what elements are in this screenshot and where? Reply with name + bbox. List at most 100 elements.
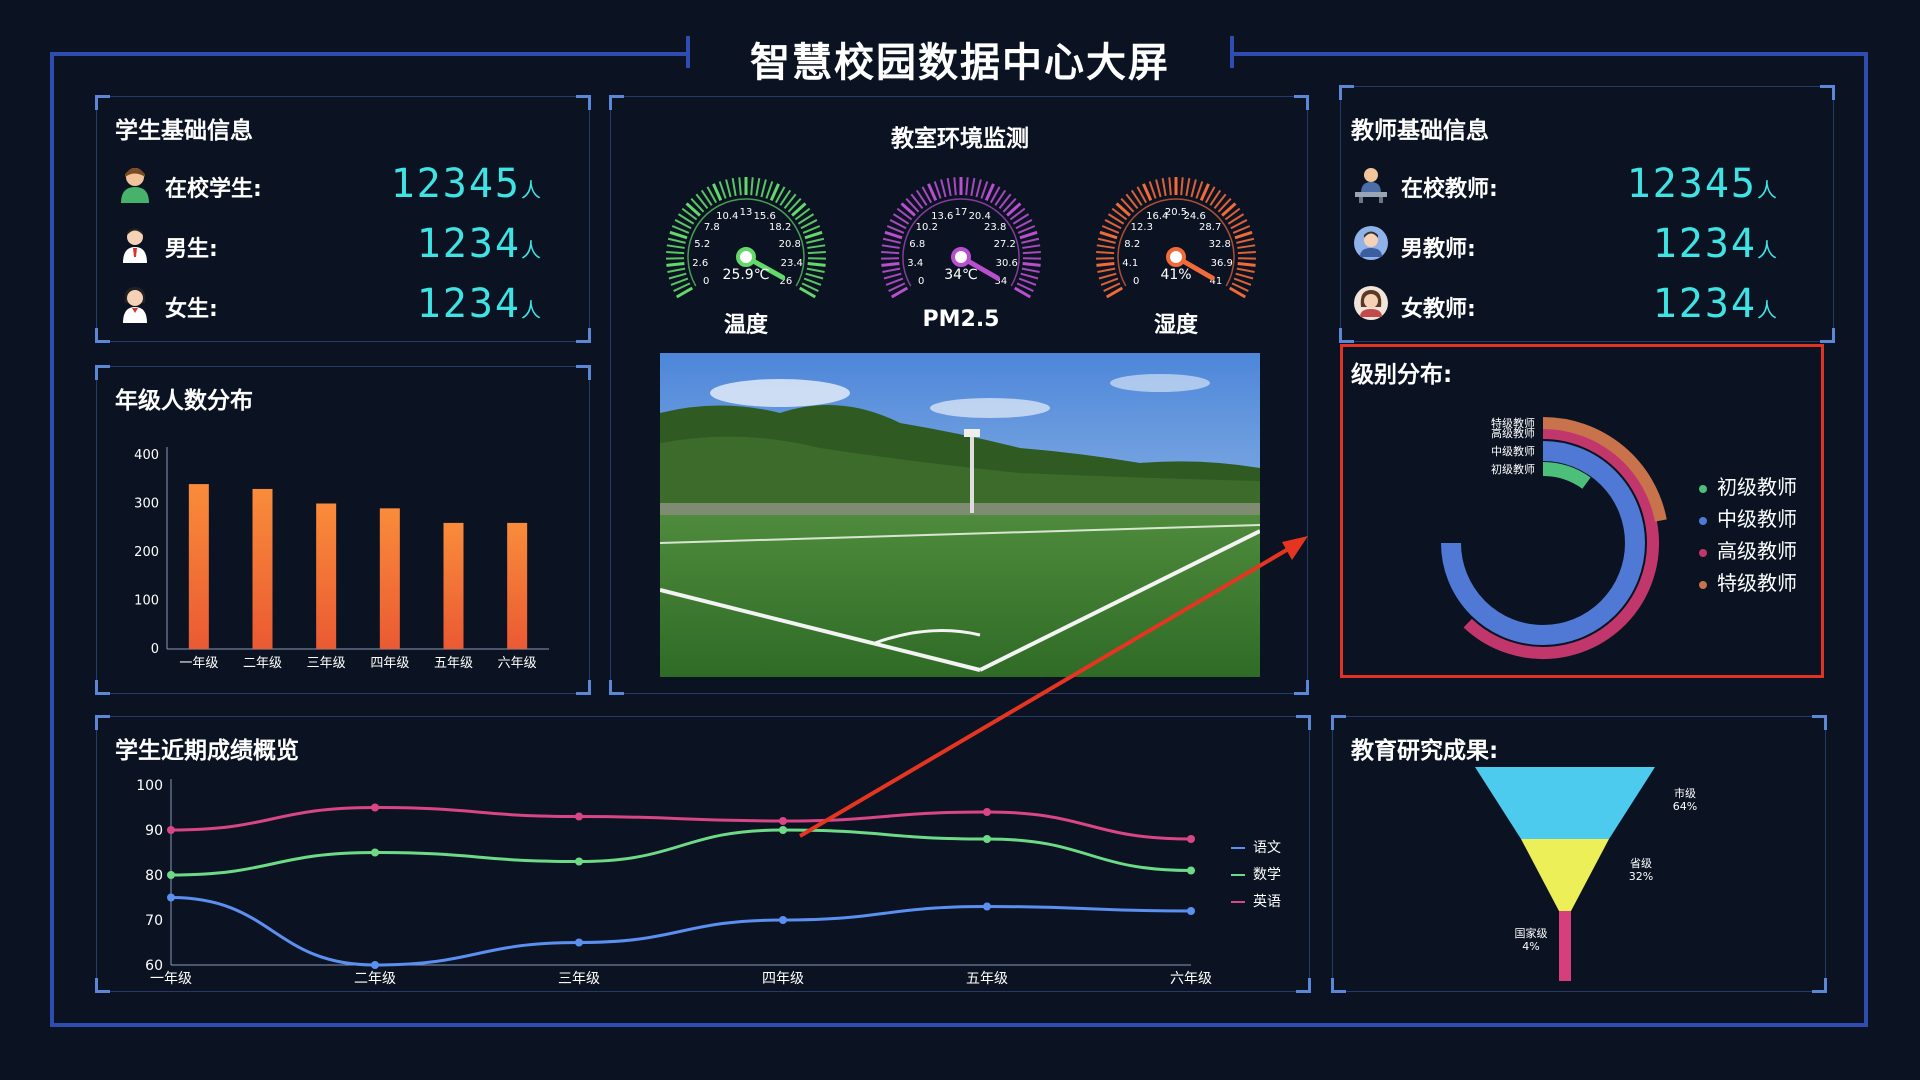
series-point — [575, 857, 583, 866]
series-point — [371, 961, 379, 969]
gauge-tick — [1237, 250, 1256, 255]
y-tick-label: 200 — [134, 545, 159, 560]
funnel-percent: 64% — [1673, 800, 1697, 813]
gauge-tick — [1105, 286, 1124, 299]
gauge-tick — [802, 225, 821, 234]
gauge-tick-label: 10.2 — [916, 222, 938, 233]
gauge-tick — [803, 277, 822, 286]
gauge-tick-label: 20.4 — [969, 211, 991, 222]
series-point — [779, 916, 787, 924]
radial-bar — [1542, 417, 1667, 522]
gauge-inner-arc — [687, 198, 805, 287]
info-label: 在校学生: — [165, 177, 262, 202]
gauge-tick — [1204, 186, 1216, 204]
gauge-tick — [1009, 207, 1026, 221]
student-info-title: 学生基础信息 — [115, 118, 253, 144]
y-tick-label: 100 — [136, 778, 163, 794]
gauge-tick — [984, 183, 995, 201]
gauge-tick — [927, 183, 938, 201]
gauge-tick — [882, 267, 901, 273]
legend-item: 中级教师 — [1699, 503, 1797, 532]
student-info-panel: 学生基础信息 在校学生: 12345人 男生: 1234人 女生: 1234人 — [95, 95, 591, 343]
bar — [316, 503, 337, 649]
gauge-tick — [666, 261, 685, 267]
gauge-tick — [1231, 282, 1249, 292]
y-tick-label: 70 — [145, 913, 163, 929]
gauge-tick — [760, 179, 767, 198]
gauge-tick — [712, 183, 723, 201]
gauge-tick-label: 13.6 — [931, 211, 953, 222]
series-point — [779, 826, 787, 834]
gauge-tick — [1022, 261, 1041, 267]
gauge-tick — [1097, 267, 1116, 273]
gauge-tick-label: 20.5 — [1165, 207, 1187, 218]
gauge-tick — [900, 202, 916, 217]
gauge-tick — [1199, 183, 1210, 201]
x-tick-label: 四年级 — [370, 656, 409, 671]
girl-icon — [117, 285, 153, 327]
gauge-tick — [806, 237, 825, 244]
title-mask — [689, 30, 1230, 90]
gauge-tick — [889, 219, 907, 230]
gauge-tick — [1022, 250, 1041, 255]
gauge-tick — [1021, 237, 1040, 244]
bar — [188, 484, 209, 649]
male-teacher-icon — [1353, 225, 1389, 265]
gauge-tick — [1006, 202, 1022, 217]
gauge-tick — [666, 250, 685, 255]
x-tick-label: 四年级 — [762, 971, 804, 987]
gauge-tick — [1142, 183, 1153, 201]
gauge-tick — [1136, 186, 1148, 204]
x-tick-label: 五年级 — [434, 656, 473, 671]
scores-title: 学生近期成绩概览 — [115, 738, 299, 764]
gauge-tick-label: 0 — [703, 276, 709, 287]
gauge-tick — [731, 177, 737, 197]
x-tick-label: 二年级 — [354, 971, 396, 987]
gauge-tick — [1104, 219, 1122, 230]
gauge-tick-label: 32.8 — [1209, 239, 1231, 250]
legend-item: 高级教师 — [1699, 535, 1797, 564]
x-tick-label: 一年级 — [150, 971, 192, 987]
gauge-tick — [667, 267, 686, 273]
series-point — [983, 902, 991, 911]
gauge-tick — [1125, 193, 1139, 210]
gauge-tick — [881, 244, 900, 249]
info-value: 1234人 — [1652, 221, 1777, 267]
grade-distribution-panel: 年级人数分布 0 100 200 300 400 一年级 二年级 三年级 四年级 五年级 六年级 — [95, 365, 591, 695]
info-row-students: 在校学生: 12345人 — [117, 161, 557, 211]
bar — [443, 522, 464, 649]
gauge-tick — [910, 193, 924, 210]
series-point — [575, 812, 583, 821]
gauge-value: 34℃ — [944, 267, 978, 283]
gauge-tick — [1002, 197, 1017, 213]
scores-line-chart: 60 70 80 90 100 一年级 二年级 三年级 四年级 五年级 六年级 — [136, 778, 1212, 987]
gauge-tick-label: 27.2 — [994, 239, 1016, 250]
x-tick-label: 六年级 — [1170, 971, 1212, 987]
info-row-female-teachers: 女教师: 1234人 — [1353, 281, 1793, 331]
gauge-tick — [886, 225, 905, 234]
gauge-tick — [1233, 277, 1252, 286]
funnel-segment — [1475, 767, 1655, 839]
gauge-tick — [1096, 261, 1115, 267]
radial-category-label: 中级教师 — [1491, 445, 1535, 458]
series-point — [983, 835, 991, 843]
gauge-tick — [718, 181, 727, 199]
gauge-tick — [1221, 202, 1237, 217]
y-tick-label: 100 — [134, 594, 159, 609]
line-legend-item: 英语 — [1231, 891, 1281, 911]
radial-bar — [1542, 462, 1591, 489]
gauge-tick — [1232, 225, 1251, 234]
gauge-tick-label: 2.6 — [692, 258, 708, 269]
gauge-tick — [695, 193, 709, 210]
y-tick-label: 80 — [145, 868, 163, 884]
teacher-desk-icon — [1353, 165, 1389, 207]
series-point — [371, 803, 379, 812]
gauge-value: 41% — [1160, 267, 1191, 283]
gauge-tick — [888, 282, 906, 292]
gauge-tick — [769, 183, 780, 201]
gauge-tick — [1111, 207, 1128, 221]
gauge-tick — [787, 197, 802, 213]
gauge-tick — [667, 237, 686, 244]
gauge-tick — [791, 202, 807, 217]
gauge-tick — [738, 177, 742, 196]
